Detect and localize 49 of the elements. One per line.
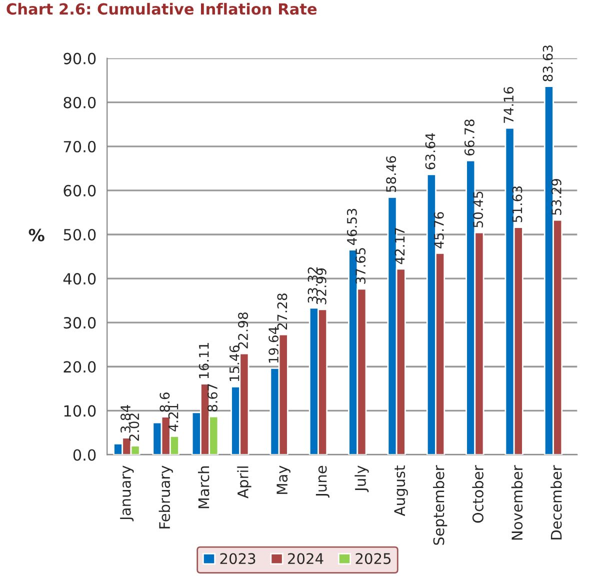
data-label: 42.17: [394, 228, 405, 264]
x-tick-label: April: [237, 466, 252, 498]
legend-label: 2024: [288, 553, 324, 564]
y-tick-label: 10.0: [64, 405, 96, 417]
x-tick-label: May: [276, 466, 290, 494]
data-label: 22.98: [238, 312, 248, 348]
y-axis-title: %: [28, 228, 44, 242]
data-label: 3.84: [120, 405, 131, 433]
data-label: 19.64: [268, 327, 279, 363]
x-tick-label: September: [432, 465, 448, 545]
x-tick-label: March: [198, 466, 210, 508]
x-tick-label: November: [511, 465, 523, 540]
y-tick-label: 70.0: [64, 140, 96, 152]
data-label: 37.65: [356, 248, 366, 284]
y-tick-label: 80.0: [64, 96, 96, 108]
data-label: 27.28: [277, 294, 288, 330]
data-label: 58.46: [386, 156, 396, 192]
x-tick-label: December: [550, 465, 562, 540]
x-tick-label: October: [472, 465, 484, 523]
y-tick-label: 20.0: [64, 361, 96, 373]
legend-label: 2023: [220, 553, 256, 564]
data-label: 53.29: [551, 178, 562, 215]
data-label: 8.6: [160, 392, 170, 412]
y-tick-label: 50.0: [64, 228, 96, 241]
x-tick-label: February: [158, 466, 173, 528]
data-label: 16.11: [198, 343, 209, 378]
data-label: 50.45: [473, 192, 484, 228]
data-label: 2.02: [129, 414, 140, 441]
legend-label: 2025: [356, 553, 391, 564]
data-label: 63.64: [425, 133, 436, 170]
x-tick-label: June: [316, 466, 330, 498]
x-tick-label: July: [354, 466, 369, 492]
data-label: 74.16: [504, 86, 514, 123]
data-label: 66.78: [464, 120, 474, 156]
chart-title: Chart 2.6: Cumulative Inflation Rate: [6, 2, 317, 15]
x-tick-label: January: [120, 466, 134, 522]
data-label: 83.63: [542, 45, 553, 82]
y-tick-label: 60.0: [64, 184, 96, 196]
y-tick-label: 0.0: [73, 449, 96, 461]
data-label: 4.21: [168, 404, 178, 432]
x-tick-label: August: [394, 466, 408, 516]
data-label: 45.76: [434, 212, 444, 248]
data-label: 15.46: [229, 346, 240, 382]
data-label: 46.53: [346, 208, 357, 245]
y-tick-label: 40.0: [63, 273, 96, 285]
y-tick-label: 30.0: [64, 317, 96, 329]
data-label: 8.67: [207, 384, 218, 412]
data-label: 51.63: [512, 186, 522, 222]
y-tick-label: 90.0: [64, 52, 96, 64]
